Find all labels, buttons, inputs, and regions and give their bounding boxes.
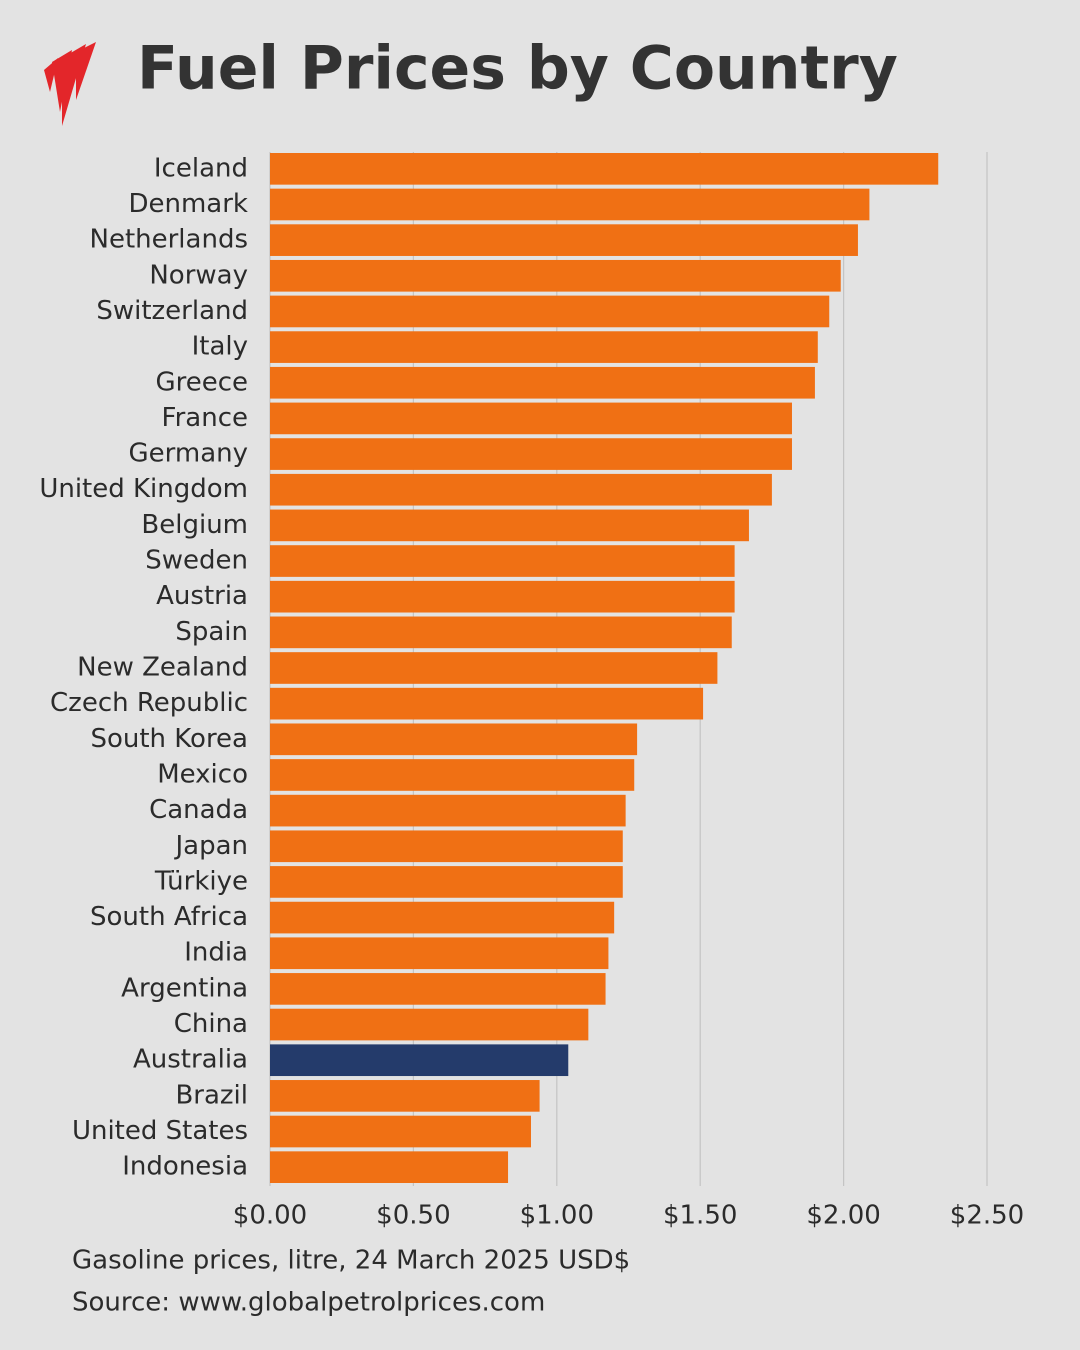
bar — [270, 759, 635, 791]
y-tick-label: Sweden — [145, 546, 248, 576]
bar — [270, 473, 772, 506]
y-tick-label: Japan — [173, 831, 248, 861]
bar — [270, 1115, 531, 1148]
y-tick-label: Italy — [192, 332, 248, 362]
bar — [270, 331, 818, 363]
bar — [270, 545, 735, 577]
x-tick-label: $0.00 — [233, 1201, 307, 1231]
bar — [270, 1008, 589, 1041]
bar — [270, 366, 815, 399]
bar — [270, 830, 623, 863]
subtitle: Gasoline prices, litre, 24 March 2025 US… — [72, 1246, 630, 1276]
x-tick-label: $1.50 — [663, 1201, 737, 1231]
bar — [270, 687, 704, 720]
y-tick-label: New Zealand — [77, 653, 248, 683]
y-tick-label: Czech Republic — [50, 688, 248, 718]
y-tick-label: United States — [72, 1116, 248, 1146]
bar — [270, 1044, 569, 1077]
bar — [270, 153, 939, 185]
y-tick-label: Spain — [175, 617, 248, 647]
y-tick-label: Canada — [149, 795, 248, 825]
y-tick-label: Australia — [133, 1045, 248, 1075]
bar — [270, 259, 841, 292]
bar — [270, 188, 870, 221]
x-tick-label: $0.50 — [376, 1201, 450, 1231]
bar — [270, 866, 623, 898]
bar — [270, 402, 792, 435]
x-tick-label: $2.00 — [806, 1201, 880, 1231]
y-tick-label: Austria — [156, 581, 248, 611]
source: Source: www.globalpetrolprices.com — [72, 1288, 545, 1318]
bar — [270, 1151, 509, 1183]
bar — [270, 901, 615, 934]
y-tick-label: Indonesia — [122, 1152, 248, 1182]
bar — [270, 1080, 540, 1112]
bar — [270, 509, 749, 542]
y-tick-label: South Africa — [90, 902, 248, 932]
y-tick-label: Netherlands — [90, 225, 249, 255]
y-tick-label: Mexico — [157, 759, 248, 789]
y-tick-label: Argentina — [121, 973, 248, 1003]
y-tick-label: Germany — [128, 439, 248, 469]
y-tick-label: Iceland — [154, 153, 248, 183]
y-tick-label: India — [184, 938, 248, 968]
y-tick-label: United Kingdom — [39, 474, 248, 504]
y-tick-label: Switzerland — [96, 296, 248, 326]
bar — [270, 616, 732, 649]
y-tick-label: Brazil — [175, 1080, 248, 1110]
bar — [270, 973, 606, 1005]
logo — [44, 42, 96, 126]
y-tick-label: Türkiye — [154, 866, 248, 896]
x-tick-label: $1.00 — [520, 1201, 594, 1231]
bar — [270, 794, 626, 827]
bar — [270, 723, 638, 756]
bar — [270, 438, 792, 470]
y-tick-label: China — [174, 1009, 248, 1039]
bar — [270, 652, 718, 684]
bar — [270, 580, 735, 613]
bar — [270, 224, 858, 256]
y-tick-label: Greece — [155, 367, 248, 397]
y-tick-label: Denmark — [128, 189, 248, 219]
y-tick-label: South Korea — [90, 724, 248, 754]
chart-title: Fuel Prices by Country — [137, 34, 898, 104]
y-tick-label: France — [162, 403, 248, 433]
bar — [270, 937, 609, 970]
bar — [270, 295, 830, 328]
x-tick-label: $2.50 — [950, 1201, 1024, 1231]
y-tick-label: Norway — [149, 260, 248, 290]
y-tick-label: Belgium — [141, 510, 248, 540]
